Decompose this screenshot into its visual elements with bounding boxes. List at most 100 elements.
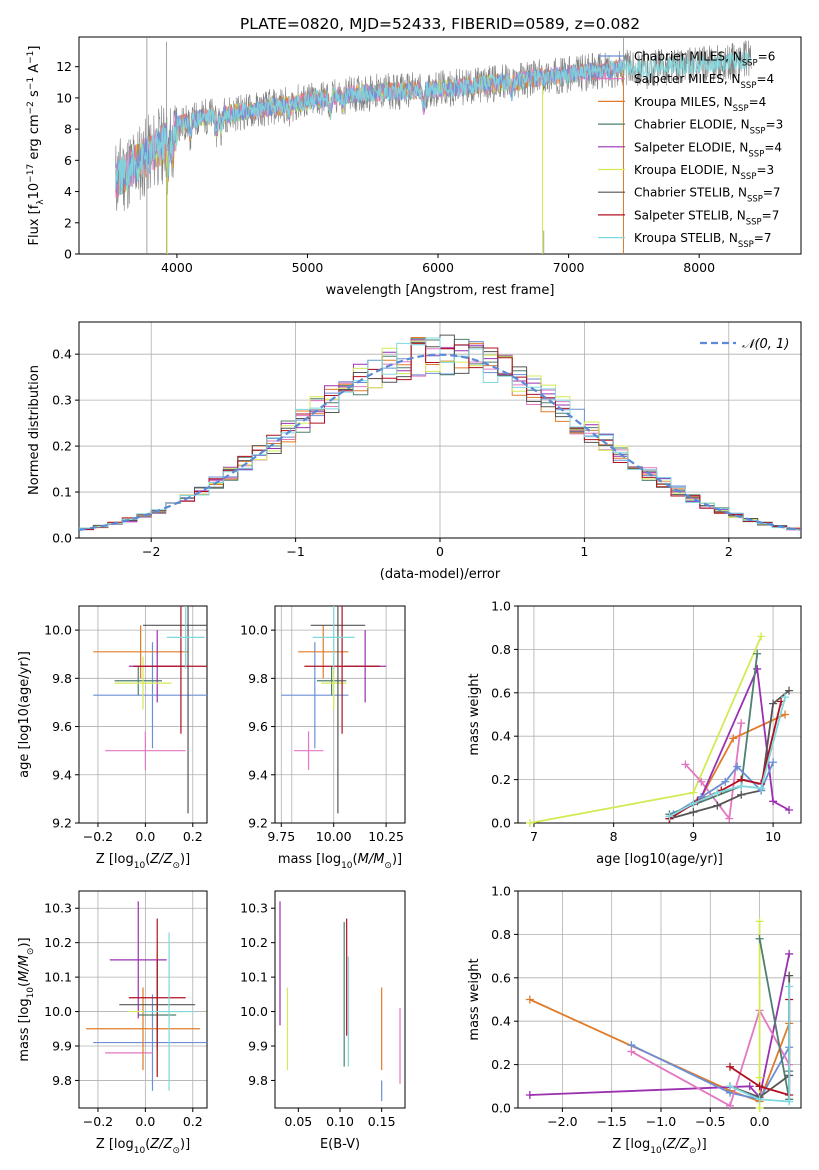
- series-kroupa-stelib: [665, 693, 790, 821]
- series-line: [631, 1044, 790, 1101]
- legend-label: Salpeter STELIB, N: [634, 208, 746, 222]
- y-tick-label: 0.4: [491, 729, 511, 744]
- errorbar-kroupa-miles: [298, 625, 349, 679]
- legend-entry: Chabrier MILES, NSSP=6: [634, 50, 775, 69]
- data-point: [737, 782, 746, 791]
- age-vs-metallicity-panel: −0.2 0.0 0.2 9.2 9.4 9.6 9.8 10.0 Z [log10(Z/Z⊙)…: [17, 605, 208, 871]
- x-tick-label: 0: [436, 544, 444, 559]
- y-tick-label: 10.0: [44, 623, 72, 638]
- weight-lines: [525, 917, 794, 1112]
- x-tick-label: 10: [765, 829, 781, 844]
- series-kroupa-elodie: [525, 632, 766, 827]
- errorbar-chabrier-stelib: [310, 606, 366, 814]
- data-point: [689, 799, 698, 808]
- x-tick-label: 10.00: [316, 829, 352, 844]
- mass_weight_vs_age-y-label: mass weight: [467, 673, 482, 755]
- data-point: [697, 777, 706, 786]
- y-tick-label: 9.6: [248, 719, 268, 734]
- y-tick-label: 10.0: [44, 1004, 72, 1019]
- y-tick-label: 1.0: [491, 884, 511, 899]
- data-point: [755, 917, 764, 926]
- data-point: [757, 632, 766, 641]
- y-tick-label: 8: [64, 122, 72, 137]
- y-tick-label: 0.8: [491, 927, 511, 942]
- legend-entry: Chabrier STELIB, NSSP=7: [634, 186, 781, 205]
- x-tick-label: 0.0: [135, 829, 155, 844]
- x-tick-label: 10.25: [368, 829, 404, 844]
- data-point: [733, 762, 742, 771]
- spectrum-x-label: wavelength [Angstrom, rest frame]: [326, 283, 555, 298]
- y-tick-label: 0.6: [491, 685, 511, 700]
- errorbar-kroupa-stelib: [143, 932, 196, 1091]
- y-tick-label: 0.0: [52, 531, 72, 546]
- series-line: [630, 1008, 790, 1108]
- x-tick-label: 8: [610, 829, 618, 844]
- y-tick-label: 9.8: [248, 671, 268, 686]
- mass_vs_Z-x-label: Z [log10(Z/Z⊙)]: [96, 1137, 190, 1156]
- x-tick-label: −1.0: [646, 1114, 676, 1129]
- histogram-kroupa-stelib: [79, 337, 801, 530]
- data-point: [753, 649, 762, 658]
- error-bars: [281, 606, 387, 814]
- y-tick-label: 0: [64, 247, 72, 262]
- y-tick-label: 4: [64, 184, 72, 199]
- error-bars: [279, 901, 401, 1102]
- x-tick-label: 7: [530, 829, 538, 844]
- gaussian-curve: [79, 353, 801, 531]
- legend-label: Kroupa STELIB, N: [634, 231, 738, 245]
- y-tick-label: 12: [56, 59, 72, 74]
- data-point: [755, 934, 764, 943]
- y-tick-label: 0.1: [52, 485, 72, 500]
- errorbar-kroupa-miles: [93, 625, 189, 679]
- mass_weight_vs_Z-y-label: mass weight: [467, 958, 482, 1040]
- data-point: [785, 949, 794, 958]
- legend-entry: Salpeter ELODIE, NSSP=4: [634, 140, 782, 159]
- x-tick-label: 0.15: [368, 1114, 396, 1129]
- series-salpeter-miles: [681, 719, 746, 823]
- x-tick-label: −1: [286, 544, 304, 559]
- data-point: [726, 1082, 735, 1091]
- data-point: [726, 1062, 735, 1071]
- data-point: [785, 686, 794, 695]
- y-tick-label: 10.2: [44, 935, 72, 950]
- legend-label: Kroupa MILES, N: [634, 95, 733, 109]
- x-tick-label: 0.0: [135, 1114, 155, 1129]
- legend-label: Chabrier ELODIE, N: [634, 118, 750, 132]
- y-tick-label: 10.3: [44, 901, 72, 916]
- x-tick-label: 5000: [292, 260, 324, 275]
- x-tick-label: 0.10: [326, 1114, 354, 1129]
- x-tick-label: −1.5: [596, 1114, 626, 1129]
- data-point: [627, 1047, 636, 1056]
- y-tick-label: 9.9: [52, 1039, 72, 1054]
- y-tick-label: 0.0: [491, 1101, 511, 1116]
- axes-frame: [78, 890, 208, 1109]
- data-point: [755, 1073, 764, 1082]
- errorbar-salpeter-stelib: [304, 606, 380, 734]
- x-tick-label: 6000: [422, 260, 454, 275]
- y-tick-label: 9.4: [248, 767, 268, 782]
- legend-entry: Chabrier ELODIE, NSSP=3: [634, 118, 783, 137]
- errorbar-chabrier-stelib: [143, 606, 207, 814]
- data-point: [757, 784, 766, 793]
- errorbar-salpeter-miles: [293, 731, 324, 770]
- mass-vs-ebv-panel: 0.05 0.10 0.15 9.8 9.9 10.0 10.1 10.2 10.3 E(B-V): [240, 890, 406, 1152]
- age_vs_Z-y-label: age [log10(age/yr)]: [17, 651, 32, 778]
- error-bars: [86, 901, 207, 1091]
- y-tick-label: 10.1: [44, 970, 72, 985]
- age_vs_mass-x-label: mass [log10(M/M⊙)]: [278, 852, 402, 871]
- x-tick-label: 1: [580, 544, 588, 559]
- x-tick-label: 8000: [683, 260, 715, 275]
- errorbar-kroupa-stelib: [312, 606, 355, 669]
- legend-entry: Kroupa STELIB, NSSP=7: [634, 231, 772, 250]
- series-kroupa-stelib: [726, 982, 794, 1106]
- y-tick-label: 9.8: [52, 1073, 72, 1088]
- y-tick-label: 9.4: [52, 767, 72, 782]
- axes-frame: [517, 605, 802, 824]
- mass-vs-metallicity-panel: −0.2 0.0 0.2 9.8 9.9 10.0 10.1 10.2 10.3 Z [log10…: [17, 890, 208, 1156]
- data-point: [737, 719, 746, 728]
- y-tick-label: 1.0: [491, 599, 511, 614]
- y-tick-label: 0.2: [491, 1057, 511, 1072]
- series-line: [729, 986, 791, 1103]
- y-tick-label: 10.0: [240, 1004, 268, 1019]
- data-point: [745, 1082, 754, 1091]
